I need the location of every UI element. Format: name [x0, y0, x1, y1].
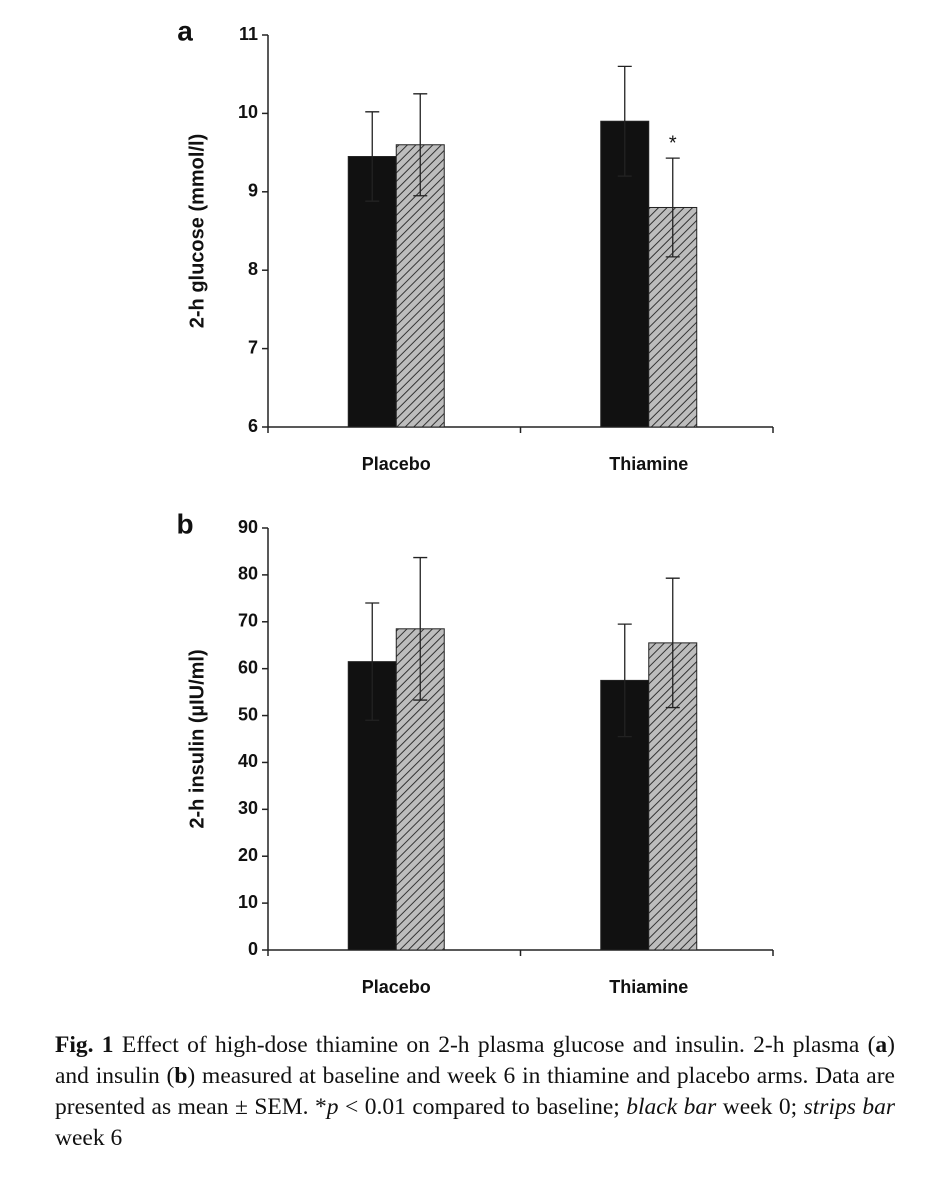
caption-text: strips bar: [803, 1094, 895, 1120]
caption-text: ) measured at baseline and week 6 in thi…: [55, 1063, 895, 1120]
caption: Fig. 1 Effect of high-dose thiamine on 2…: [55, 1030, 895, 1154]
figure: a 2-h glucose (mmol/l) 6 7 8 9 10 11 Placebo Thia…: [176, 15, 774, 997]
y-tick-label: 11: [239, 24, 258, 44]
error-bar: [365, 602, 380, 721]
y-tick-label: 40: [238, 751, 258, 771]
y-axis-label: 2-h glucose (mmol/l): [186, 134, 208, 328]
error-bar: [365, 111, 380, 202]
y-tick-label: 60: [238, 657, 258, 677]
x-tick-label: Thiamine: [609, 454, 688, 474]
y-tick-label: 7: [248, 337, 258, 357]
x-tick-label: Placebo: [362, 977, 431, 997]
y-tick-label: 10: [238, 102, 258, 122]
y-tick-label: 10: [238, 892, 258, 912]
y-tick-label: 8: [248, 259, 258, 279]
caption-text: b: [174, 1063, 188, 1089]
y-tick-label: 6: [248, 416, 258, 436]
y-axis-label: 2-h insulin (µIU/ml): [186, 649, 208, 828]
y-tick-label: 30: [238, 798, 258, 818]
x-tick-label: Placebo: [362, 454, 431, 474]
error-bar: [413, 556, 428, 701]
error-bar: [617, 65, 632, 177]
y-tick-label: 9: [248, 181, 258, 201]
caption-text: p: [326, 1094, 339, 1120]
caption-text: ) and insulin (: [55, 1032, 895, 1089]
caption-text: Effect of high-dose thiamine on 2-h plas…: [113, 1032, 876, 1058]
bar: [648, 206, 698, 428]
x-tick-label: Thiamine: [609, 977, 688, 997]
error-bar: [665, 577, 680, 709]
caption-text: week 0;: [716, 1094, 804, 1120]
y-tick-label: 50: [238, 704, 258, 724]
caption-label: Fig. 1: [55, 1032, 114, 1058]
caption-text: week 6: [55, 1125, 123, 1151]
annotation: *: [669, 132, 677, 154]
y-tick-label: 20: [238, 845, 258, 865]
caption-text: black bar: [626, 1094, 717, 1120]
caption-text: a: [875, 1032, 888, 1058]
caption-text: < 0.01 compared to baseline;: [338, 1094, 627, 1120]
error-bar: [413, 93, 428, 197]
panel-label: a: [177, 15, 193, 46]
y-tick-label: 0: [248, 939, 258, 959]
y-tick-label: 90: [238, 517, 258, 537]
error-bar: [665, 157, 680, 258]
y-tick-label: 80: [238, 564, 258, 584]
y-tick-label: 70: [238, 611, 258, 631]
panel-label: b: [176, 508, 193, 539]
error-bar: [617, 623, 632, 738]
